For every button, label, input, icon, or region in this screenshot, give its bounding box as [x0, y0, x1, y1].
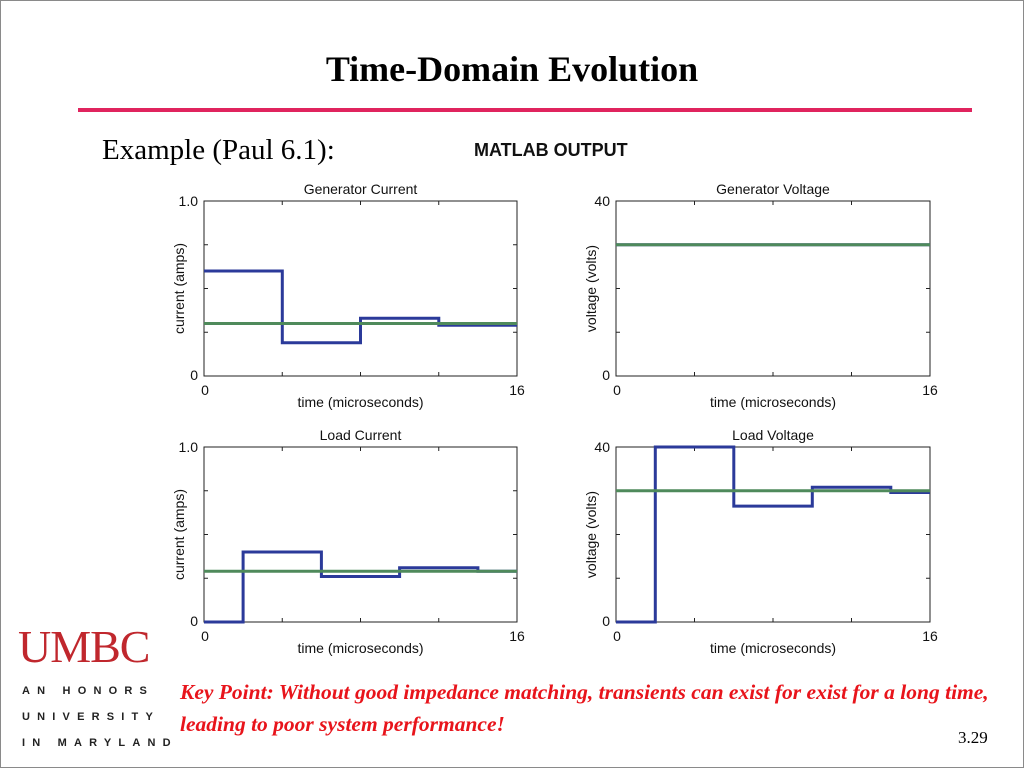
y-axis-label: voltage (volts) — [583, 245, 599, 332]
key-point-text: Key Point: Without good impedance matchi… — [180, 680, 989, 736]
page-number: 3.29 — [958, 728, 988, 747]
chart-3 — [203, 446, 518, 624]
x-tick-label: 0 — [201, 382, 209, 398]
x-axis-label: time (microseconds) — [710, 394, 836, 410]
y-tick-label: 40 — [594, 193, 610, 209]
x-tick-label: 0 — [613, 382, 621, 398]
y-tick-label: 1.0 — [179, 439, 199, 455]
logo-tagline-line-3: IN MARYLAND — [22, 737, 178, 749]
x-tick-label: 16 — [922, 628, 938, 644]
y-tick-label: 0 — [602, 613, 610, 629]
matlab-output-label: MATLAB OUTPUT — [474, 140, 628, 160]
y-axis-label: current (amps) — [171, 243, 187, 334]
y-axis-label: voltage (volts) — [583, 491, 599, 578]
y-axis-label: current (amps) — [171, 489, 187, 580]
chart-title: Generator Current — [304, 181, 418, 197]
plot-area — [615, 200, 931, 377]
chart-title: Load Voltage — [732, 427, 814, 443]
x-axis-label: time (microseconds) — [297, 640, 423, 656]
chart-title: Generator Voltage — [716, 181, 830, 197]
y-tick-label: 0 — [602, 367, 610, 383]
x-tick-label: 16 — [509, 382, 525, 398]
example-label: Example (Paul 6.1): — [102, 134, 335, 166]
chart-2 — [615, 200, 931, 377]
plot-area — [203, 200, 518, 377]
x-tick-label: 16 — [509, 628, 525, 644]
y-tick-label: 1.0 — [179, 193, 199, 209]
umbc-logo: UMBC — [18, 621, 150, 672]
step-response-line — [204, 550, 517, 624]
y-tick-label: 0 — [190, 613, 198, 629]
chart-4 — [615, 445, 931, 624]
slide-title: Time-Domain Evolution — [325, 49, 699, 89]
logo-tagline-line-2: UNIVERSITY — [22, 711, 161, 723]
chart-1 — [203, 200, 518, 377]
logo-tagline-line-1: AN HONORS — [22, 685, 155, 697]
y-tick-label: 0 — [190, 367, 198, 383]
chart-title: Load Current — [320, 427, 402, 443]
x-tick-label: 16 — [922, 382, 938, 398]
x-axis-label: time (microseconds) — [710, 640, 836, 656]
x-tick-label: 0 — [201, 628, 209, 644]
plot-area — [615, 446, 931, 623]
plot-area — [203, 446, 518, 623]
title-underline — [78, 108, 972, 112]
y-tick-label: 40 — [594, 439, 610, 455]
x-tick-label: 0 — [613, 628, 621, 644]
x-axis-label: time (microseconds) — [297, 394, 423, 410]
